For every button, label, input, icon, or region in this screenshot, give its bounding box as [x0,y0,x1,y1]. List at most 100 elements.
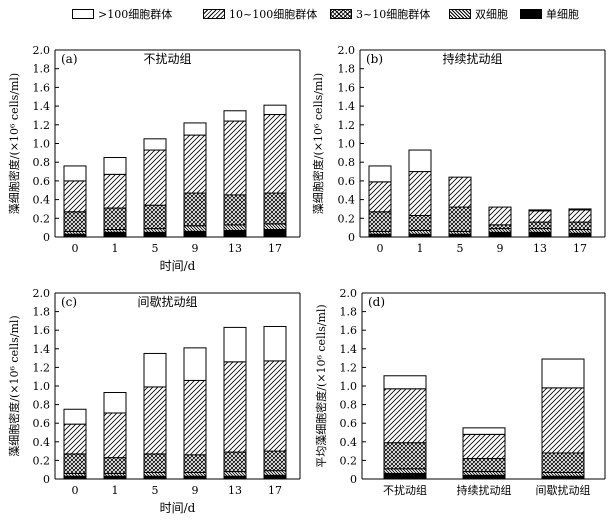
legend-label: >100细胞群体 [98,8,173,21]
bar-segment [143,453,167,473]
x-tick-label: 5 [457,242,464,255]
bar-segment [528,210,552,223]
bar-segment [488,228,512,233]
x-tick-label: 13 [228,242,242,255]
bar-segment [488,224,512,230]
bar-segment [183,454,207,473]
legend: >100细胞群体 10~100细胞群体 3~10细胞群体 双细胞 单细胞 [0,0,615,26]
y-tick-label: 1.4 [338,100,356,113]
bar-segment [63,423,87,455]
panel-label: (b) [366,52,383,66]
x-tick-label: 9 [497,242,504,255]
bar-segment [103,207,127,231]
y-tick-label: 0.6 [33,417,51,430]
bar-segment [568,208,592,211]
panel-title: 持续扰动组 [442,51,502,66]
bar-segment [223,224,247,231]
bar-segment [462,427,506,435]
bar-segment [568,229,592,234]
bar-segment [103,157,127,175]
y-tick-label: 0.2 [33,454,51,467]
x-tick-label: 0 [72,484,79,497]
bar-segment [223,110,247,122]
y-tick-label: 0.4 [340,436,358,449]
y-tick-label: 1.4 [33,100,51,113]
bar-segment [143,149,167,206]
y-tick-label: 1.8 [338,63,356,76]
bar-segment [103,457,127,474]
x-tick-label: 9 [192,484,199,497]
bar-segment [462,458,506,473]
bar-segment [541,387,585,454]
bar-segment [183,347,207,381]
y-tick-label: 0.2 [338,212,356,225]
bar-segment [63,453,87,474]
bar-segment [183,122,207,136]
legend-swatch [203,9,225,19]
bar-segment [368,211,392,232]
y-tick-label: 1.4 [340,343,358,356]
y-tick-label: 0.2 [340,454,358,467]
bar-segment [263,223,287,231]
bar-segment [528,228,552,233]
y-tick-label: 0.8 [33,399,51,412]
legend-item: 10~100细胞群体 [203,7,317,21]
legend-item: 3~10细胞群体 [330,7,430,21]
y-tick-label: 1.2 [33,119,51,132]
legend-label: 10~100细胞群体 [229,8,318,21]
bar-segment [368,181,392,213]
bar-segment [541,358,585,389]
legend-swatch [330,9,352,19]
bar-segment [368,165,392,183]
y-tick-label: 0 [348,231,355,244]
bar-segment [541,452,585,473]
legend-swatch [449,9,471,19]
bar-segment [183,134,207,194]
panel-title: 不扰动组 [143,52,191,66]
y-tick-label: 0.8 [340,399,358,412]
legend-label: 单细胞 [546,8,579,21]
x-tick-label: 1 [112,484,119,497]
bar-segment [63,180,87,213]
x-tick-label: 17 [573,242,587,255]
x-tick-label: 13 [228,484,242,497]
bar-segment [103,392,127,414]
chart-panel-b: 0 0.2 0.4 0.6 0.8 1.0 1.2 1.4 1.6 1.8 2.0 0 1 5 9 13 17 (… [311,44,606,255]
bar-segment [448,206,472,232]
bar-segment [408,171,432,216]
y-tick-label: 0.4 [33,194,51,207]
bar-segment [263,470,287,476]
legend-swatch [520,9,542,19]
y-tick-label: 1.6 [33,324,51,337]
x-tick-label: 17 [268,484,282,497]
bar-segment [383,468,427,474]
bar-segment [143,352,167,388]
legend-item: >100细胞群体 [72,7,172,21]
bar-segment [263,450,287,472]
panel-label: (c) [61,295,77,309]
y-tick-label: 1.8 [33,63,51,76]
y-tick-label: 1.6 [340,324,358,337]
bar-segment [223,361,247,453]
bar-segment [63,165,87,182]
x-tick-label: 间歇扰动组 [536,483,591,497]
legend-item: 单细胞 [520,7,579,21]
bar-segment [143,204,167,230]
y-tick-label: 1.8 [340,306,358,319]
y-tick-label: 1.2 [33,361,51,374]
y-tick-label: 0.4 [33,436,51,449]
bar-segment [408,149,432,173]
bar-segment [223,326,247,363]
panel-title: 间歇扰动组 [137,295,197,309]
y-axis-label: 藻细胞密度/(×10⁶ cells/ml) [7,73,21,214]
y-tick-label: 1.0 [338,138,356,151]
y-tick-label: 2.0 [33,44,51,57]
legend-label: 双细胞 [475,8,508,21]
legend-swatch [72,9,94,19]
y-tick-label: 0.6 [33,175,51,188]
bar-segment [143,138,167,151]
bar-segment [568,221,592,231]
panel-label: (d) [368,295,385,309]
bar-segment [183,471,207,477]
y-tick-label: 0.8 [33,156,51,169]
